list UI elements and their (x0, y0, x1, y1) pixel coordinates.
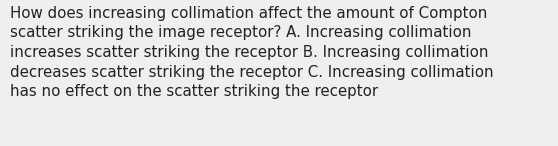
Text: How does increasing collimation affect the amount of Compton
scatter striking th: How does increasing collimation affect t… (10, 6, 494, 99)
